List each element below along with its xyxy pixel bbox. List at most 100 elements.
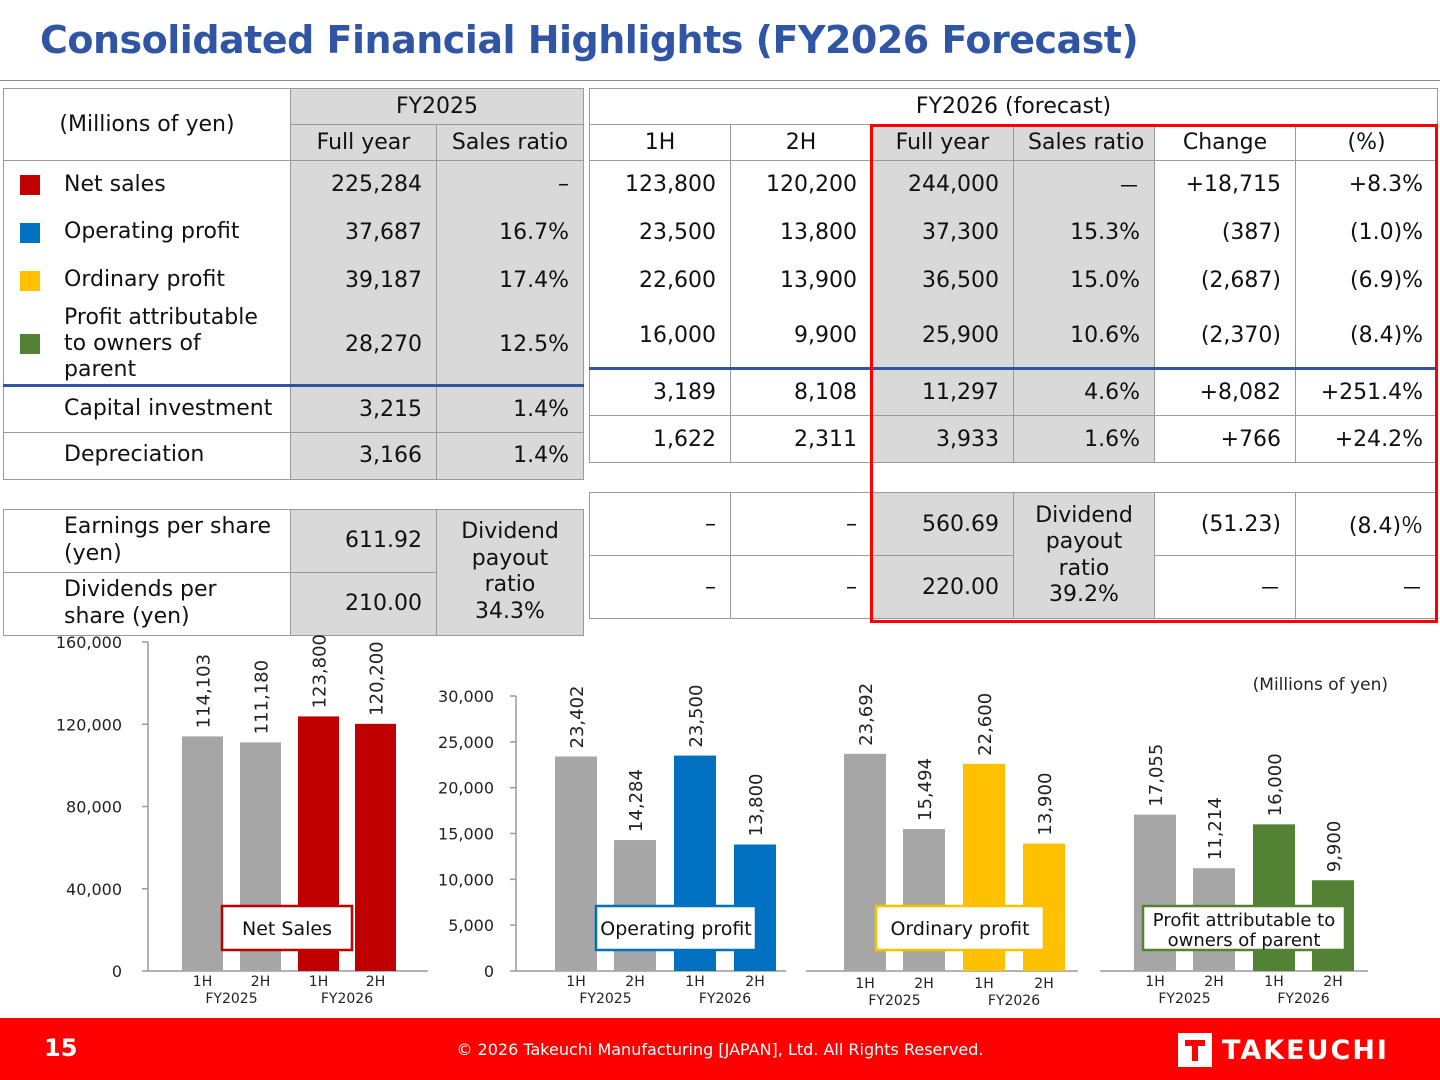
table-cell: 37,300: [871, 208, 1014, 257]
table-cell: 36,500: [871, 256, 1014, 305]
payout-text: payout: [1045, 529, 1123, 555]
x-group-label: FY2026: [988, 993, 1040, 1009]
x-tick-label: 2H: [366, 974, 385, 990]
row-label: Earnings per share (yen): [64, 514, 271, 566]
table-cell: 225,284: [290, 160, 437, 209]
table-cell: +766: [1154, 415, 1296, 463]
y-tick-label: 15,000: [438, 825, 494, 844]
x-group-label: FY2026: [699, 991, 751, 1007]
data-label: 22,600: [975, 693, 996, 756]
logo-text: TAKEUCHI: [1222, 1034, 1389, 1066]
data-label: 11,214: [1205, 797, 1226, 860]
change-header: Change: [1154, 124, 1296, 161]
table-cell: －: [1294, 555, 1439, 619]
ordinary-profit-marker: [20, 270, 40, 291]
table-cell: 210.00: [290, 571, 437, 636]
table-cell: 120,200: [730, 160, 872, 209]
row-label: Operating profit: [64, 219, 240, 245]
fy2025-fullyear-header: Full year: [290, 124, 437, 161]
fy2025-header: FY2025: [290, 88, 584, 125]
charts-unit-label: (Millions of yen): [1253, 675, 1388, 695]
table-cell: (8.4)%: [1294, 304, 1439, 369]
bar-charts: 0 40,000 80,000 120,000 160,000 114,103 1H 111,…: [56, 633, 1388, 1009]
table-row: Depreciation 3,166 1.4%: [3, 431, 584, 480]
table-cell: +18,715: [1154, 160, 1296, 209]
table-cell: 13,900: [730, 256, 872, 305]
2h-header: 2H: [730, 124, 872, 161]
chart-legend-box: [1141, 904, 1347, 952]
table-cell: 23,500: [589, 208, 731, 257]
table-row: – – 560.69 Dividend payout ratio 39.2% (…: [589, 492, 1439, 619]
table-cell: (1.0)%: [1294, 208, 1439, 257]
table-cell: (51.23): [1154, 492, 1296, 556]
table-cell: 15.3%: [1013, 208, 1155, 257]
page-title: Consolidated Financial Highlights (FY202…: [40, 18, 1139, 62]
payout-value: 39.2%: [1049, 581, 1119, 607]
x-group-label: FY2025: [868, 993, 920, 1009]
x-tick-label: 1H: [566, 974, 585, 990]
y-tick-label: 160,000: [56, 633, 122, 652]
row-label: Depreciation: [64, 442, 205, 468]
payout-text: ratio: [484, 572, 536, 598]
x-tick-label: 1H: [685, 974, 704, 990]
table-cell: 12.5%: [436, 304, 584, 386]
table-cell: 2,311: [730, 415, 872, 463]
data-label: 17,055: [1146, 744, 1167, 807]
table-cell: 3,166: [290, 431, 437, 480]
table-cell: (2,370): [1154, 304, 1296, 369]
table-cell: 39,187: [290, 256, 437, 305]
data-label: 15,494: [915, 758, 936, 821]
table-cell: 16.7%: [436, 208, 584, 257]
fy2025-table: (Millions of yen) FY2025 Full year Sales…: [3, 88, 584, 636]
table-cell: (387): [1154, 208, 1296, 257]
data-label: 16,000: [1265, 753, 1286, 816]
table-cell: 1.4%: [436, 383, 584, 433]
table-cell: +251.4%: [1294, 367, 1439, 416]
table-row: Profit attributable to owners of parent …: [3, 304, 584, 386]
takeuchi-logo: TAKEUCHI: [1178, 1032, 1389, 1068]
table-cell: 560.69: [871, 492, 1014, 556]
pct-header: (%): [1294, 124, 1439, 161]
table-cell: (2,687): [1154, 256, 1296, 305]
copyright-text: © 2026 Takeuchi Manufacturing [JAPAN], L…: [456, 1040, 984, 1059]
profit-attributable-marker: [20, 334, 40, 355]
row-label: Profit attributable to owners of parent: [64, 304, 258, 383]
row-label: Ordinary profit: [64, 267, 226, 293]
y-tick-label: 120,000: [56, 715, 122, 734]
1h-header: 1H: [589, 124, 731, 161]
fy2026-table: FY2026 (forecast) 1H 2H Full year Sales …: [588, 88, 1439, 619]
x-tick-label: 2H: [625, 974, 644, 990]
table-cell: +24.2%: [1294, 415, 1439, 463]
x-tick-label: 2H: [1204, 974, 1223, 990]
x-group-label: FY2025: [1158, 991, 1210, 1007]
table-row: 123,800 120,200 244,000 － +18,715 +8.3%: [589, 160, 1439, 209]
table-cell: 9,900: [730, 304, 872, 369]
table-cell: 37,687: [290, 208, 437, 257]
table-cell: 1.6%: [1013, 415, 1155, 463]
fy2026-ratio-header: Sales ratio: [1013, 124, 1155, 161]
y-tick-label: 0: [112, 962, 122, 981]
x-tick-label: 1H: [974, 976, 993, 992]
table-cell: –: [730, 492, 872, 556]
bar: [555, 756, 597, 971]
table-cell: 4.6%: [1013, 367, 1155, 416]
table-cell: +8.3%: [1294, 160, 1439, 209]
x-tick-label: 2H: [745, 974, 764, 990]
table-cell: –: [730, 555, 872, 619]
x-tick-label: 2H: [1323, 974, 1342, 990]
x-tick-label: 1H: [1264, 974, 1283, 990]
fy2026-fullyear-header: Full year: [871, 124, 1014, 161]
data-label: 13,900: [1035, 773, 1056, 836]
payout-ratio-fy2026: Dividend payout ratio 39.2%: [1013, 492, 1155, 619]
fy2026-header: FY2026 (forecast): [588, 88, 1439, 125]
table-row: 22,600 13,900 36,500 15.0% (2,687) (6.9)…: [589, 256, 1439, 305]
table-row: Capital investment 3,215 1.4%: [3, 383, 584, 433]
table-row: – – 220.00 － －: [589, 555, 1439, 619]
chart-legend-title: Profit attributable to: [1153, 910, 1335, 931]
chart-legend-box: [874, 904, 1046, 952]
table-row: Dividends per share (yen) 210.00: [3, 571, 584, 636]
row-label: Capital investment: [64, 395, 273, 421]
x-tick-label: 2H: [1034, 976, 1053, 992]
data-label: 14,284: [626, 769, 647, 832]
table-cell: －: [1013, 160, 1155, 209]
